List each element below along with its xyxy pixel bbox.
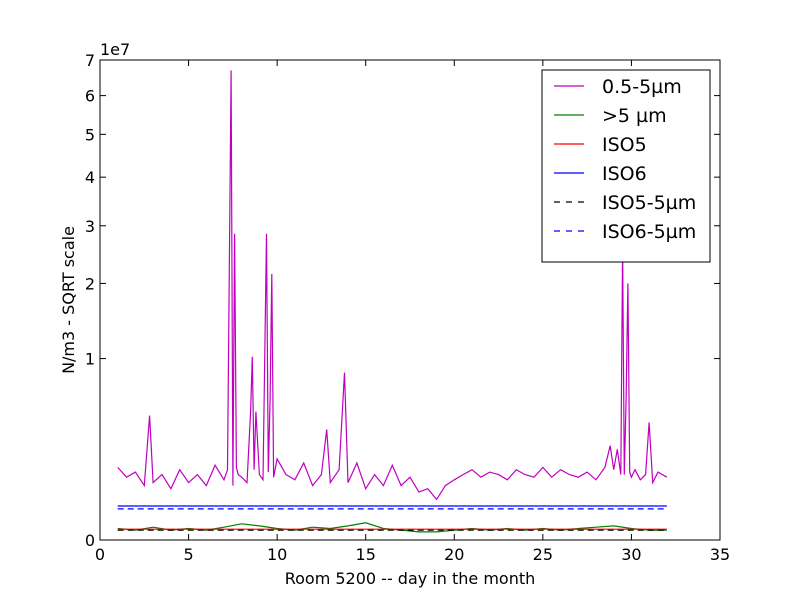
y-tick-label: 0 (85, 531, 95, 550)
y-tick-label: 6 (85, 87, 95, 106)
x-tick-label: 35 (710, 545, 730, 564)
legend-label: ISO5 (602, 134, 647, 156)
y-tick-label: 2 (85, 274, 95, 293)
legend-label: 0.5-5µm (602, 76, 682, 98)
y-tick-label: 5 (85, 125, 95, 144)
y-tick-label: 3 (85, 217, 95, 236)
x-tick-label: 5 (183, 545, 193, 564)
x-tick-label: 15 (356, 545, 376, 564)
x-tick-label: 30 (621, 545, 641, 564)
y-axis-label: N/m3 - SQRT scale (59, 226, 78, 374)
x-tick-label: 0 (95, 545, 105, 564)
legend-label: >5 µm (602, 105, 667, 127)
x-tick-label: 20 (444, 545, 464, 564)
series-line-1 (117, 70, 668, 501)
y-tick-label: 4 (85, 168, 95, 187)
legend-label: ISO6 (602, 163, 647, 185)
tick-layer: 0 5 10 15 20 25 30 35 0 1 2 3 4 5 6 7 (85, 51, 730, 564)
legend-label: ISO6-5µm (602, 221, 696, 243)
legend-label: ISO5-5µm (602, 192, 696, 214)
y-offset-text: 1e7 (100, 40, 130, 59)
x-tick-label: 10 (267, 545, 287, 564)
x-tick-label: 25 (533, 545, 553, 564)
y-tick-label: 7 (85, 51, 95, 70)
y-tick-label: 1 (85, 350, 95, 369)
x-axis-label: Room 5200 -- day in the month (285, 569, 536, 588)
series-layer (117, 70, 668, 533)
legend: 0.5-5µm >5 µm ISO5 ISO6 ISO5-5µm ISO6-5µm (541, 69, 711, 263)
legend-box (541, 69, 711, 263)
